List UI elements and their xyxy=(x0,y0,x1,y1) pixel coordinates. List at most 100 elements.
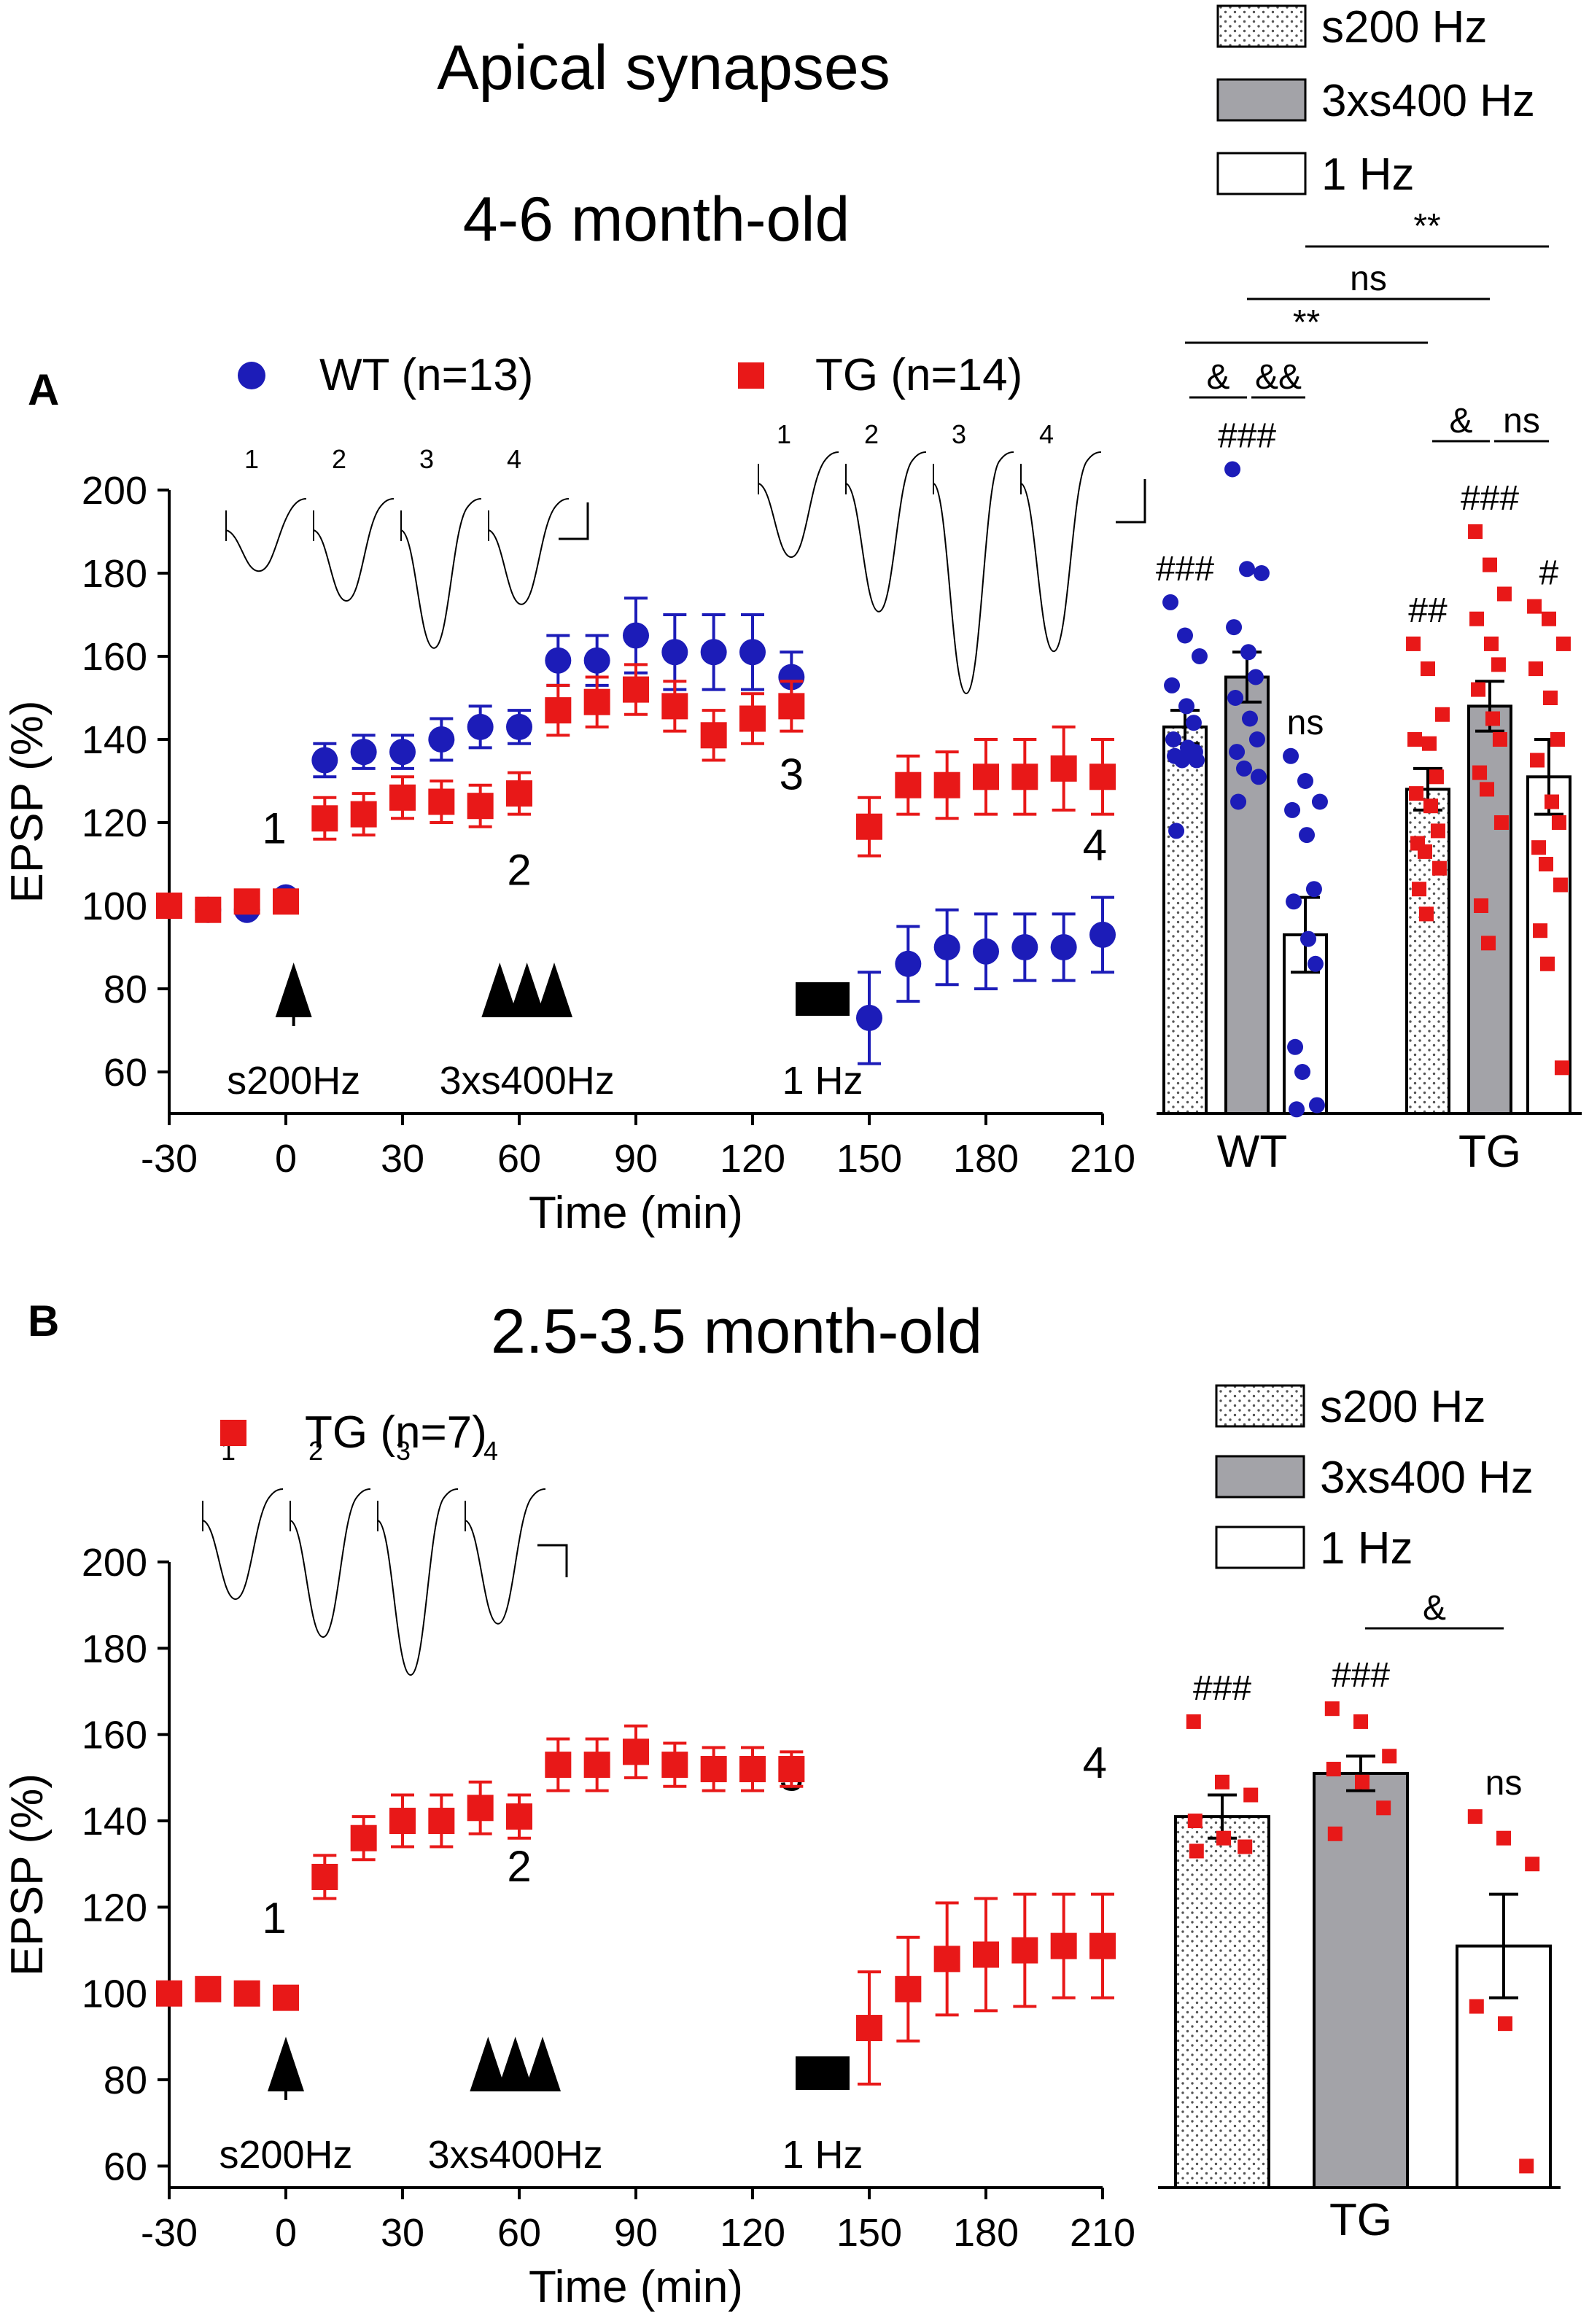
individual-point-square xyxy=(1539,857,1553,871)
epsp-trace xyxy=(225,498,307,572)
individual-point-circle xyxy=(1300,930,1316,947)
y-tick-label: 200 xyxy=(82,1541,147,1585)
data-point-square xyxy=(856,2015,882,2042)
individual-point-square xyxy=(1493,815,1509,830)
individual-point-circle xyxy=(1283,747,1299,764)
data-point-circle xyxy=(661,639,688,666)
individual-point-circle xyxy=(1242,710,1258,727)
individual-point-square xyxy=(1551,815,1566,830)
individual-point-circle xyxy=(1289,1101,1305,1118)
individual-point-square xyxy=(1483,557,1497,572)
data-point-square xyxy=(506,1803,532,1830)
data-point-circle xyxy=(623,622,649,649)
legend-label: 3xs400 Hz xyxy=(1321,76,1535,126)
individual-point-circle xyxy=(1240,644,1256,661)
x-tick-label: 120 xyxy=(720,2211,785,2255)
individual-point-square xyxy=(1480,782,1494,797)
data-point-circle xyxy=(311,747,338,774)
phase-number-label: 4 xyxy=(1083,1738,1107,1787)
data-point-square xyxy=(739,705,766,732)
stimulus-label: 1 Hz xyxy=(782,1059,863,1103)
data-point-square xyxy=(389,784,416,811)
legend-label: TG (n=14) xyxy=(815,350,1022,400)
y-tick-label: 140 xyxy=(82,1800,147,1843)
individual-point-circle xyxy=(1239,561,1255,578)
x-tick-label: 120 xyxy=(720,1137,785,1181)
individual-point-circle xyxy=(1250,769,1267,785)
bar-tg xyxy=(1526,775,1571,1116)
individual-point-square xyxy=(1496,586,1512,602)
stimulus-label: 3xs400Hz xyxy=(428,2133,603,2177)
panel-label: B xyxy=(28,1297,59,1345)
data-point-square xyxy=(233,888,260,915)
data-point-square xyxy=(545,1752,572,1779)
bar-tg xyxy=(1174,1815,1270,2189)
y-axis-label: EPSP (%) xyxy=(2,1773,53,1976)
individual-point-square xyxy=(1550,732,1565,747)
group-label: WT xyxy=(1217,1127,1287,1177)
individual-point-square xyxy=(1431,860,1447,876)
data-point-circle xyxy=(1011,934,1038,960)
legend-swatch xyxy=(1216,4,1307,48)
individual-point-square xyxy=(1525,1857,1540,1872)
trace-number-label: 1 xyxy=(244,444,259,474)
comparison-label: ** xyxy=(1413,207,1440,246)
x-tick-label: 30 xyxy=(381,1137,424,1181)
individual-point-square xyxy=(1238,1839,1253,1854)
phase-number-label: 2 xyxy=(507,1842,531,1891)
y-tick-label: 120 xyxy=(82,1886,147,1929)
individual-point-circle xyxy=(1247,669,1264,685)
y-axis-label: EPSP (%) xyxy=(2,701,53,903)
individual-point-circle xyxy=(1165,731,1182,747)
epsp-trace xyxy=(758,451,839,559)
trace-number-label: 3 xyxy=(952,419,966,449)
y-tick-label: 200 xyxy=(82,469,147,513)
individual-point-square xyxy=(1429,769,1444,785)
legend-label: WT (n=13) xyxy=(319,350,533,400)
data-point-square xyxy=(973,763,999,790)
y-tick-label: 100 xyxy=(82,1973,147,2016)
trace-number-label: 1 xyxy=(777,419,791,449)
x-tick-label: 0 xyxy=(275,1137,297,1181)
x-tick-label: 210 xyxy=(1070,1137,1135,1181)
comparison-label: ns xyxy=(1350,260,1387,298)
data-point-square xyxy=(311,805,338,832)
data-point-square xyxy=(428,1808,455,1835)
stimulus-arrow-marker xyxy=(481,963,518,1017)
phase-number-label: 2 xyxy=(507,846,531,895)
individual-point-circle xyxy=(1253,565,1270,581)
x-tick-label: 60 xyxy=(497,2211,541,2255)
legend-marker-square xyxy=(220,1420,246,1446)
data-point-square xyxy=(156,1980,182,2007)
comparison-label: & xyxy=(1206,358,1229,397)
individual-point-square xyxy=(1215,1774,1229,1789)
x-tick-label: 90 xyxy=(614,2211,658,2255)
trace-number-label: 3 xyxy=(419,444,434,474)
significance-annotation: ns xyxy=(1485,1764,1523,1803)
data-point-square xyxy=(506,780,532,807)
epsp-trace xyxy=(400,498,482,649)
phase-number-label: 4 xyxy=(1083,820,1107,869)
data-point-square xyxy=(195,896,222,923)
individual-point-square xyxy=(1376,1800,1391,1816)
data-point-square xyxy=(933,1946,960,1973)
legend-label: TG (n=7) xyxy=(305,1407,487,1458)
comparison-label: && xyxy=(1255,358,1302,397)
individual-point-circle xyxy=(1168,823,1185,839)
data-point-square xyxy=(389,1808,416,1835)
comparison-label: ** xyxy=(1293,303,1320,342)
individual-point-circle xyxy=(1229,744,1246,761)
significance-annotation: ## xyxy=(1408,591,1448,630)
individual-point-square xyxy=(1355,1774,1370,1789)
individual-point-square xyxy=(1485,711,1500,726)
individual-point-square xyxy=(1531,840,1547,855)
individual-point-circle xyxy=(1185,715,1202,731)
data-point-square xyxy=(1050,1932,1077,1959)
data-point-square xyxy=(467,793,494,820)
significance-annotation: ### xyxy=(1332,1656,1390,1695)
legend-label: 3xs400 Hz xyxy=(1320,1453,1534,1503)
stimulus-arrow-marker xyxy=(524,2037,561,2091)
x-tick-label: 180 xyxy=(953,1137,1019,1181)
